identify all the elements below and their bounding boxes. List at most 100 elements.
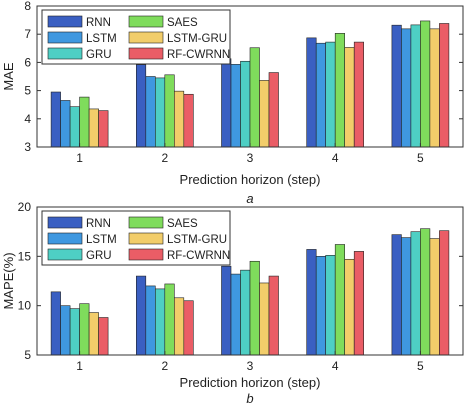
legend-swatch-rf-cwrnn <box>128 47 164 60</box>
y-tick-label: 20 <box>18 200 32 214</box>
x-tick-label: 3 <box>247 151 254 165</box>
legend-swatch-rf-cwrnn <box>128 248 164 261</box>
x-axis-label: Prediction horizon (step) <box>180 172 321 187</box>
bar-gru-step-1 <box>69 106 80 148</box>
bar-lstm-step-1 <box>60 100 71 148</box>
bar-rf-cwrnn-step-3 <box>268 275 279 356</box>
bar-rnn-step-5 <box>391 234 402 356</box>
bar-rf-cwrnn-step-1 <box>98 317 109 356</box>
bar-rnn-step-4 <box>306 249 317 356</box>
bar-lstm-gru-step-1 <box>88 108 99 148</box>
bar-lstm-step-2 <box>145 285 156 356</box>
legend-label-lstm: LSTM <box>86 234 117 246</box>
legend: RNN SAES LSTM LSTM-GRU GRU RF-CWRNN <box>41 9 231 65</box>
legend-label-rnn: RNN <box>86 218 111 230</box>
bar-rf-cwrnn-step-1 <box>98 110 109 148</box>
bar-gru-step-1 <box>69 308 80 356</box>
bar-rf-cwrnn-step-2 <box>183 300 194 356</box>
y-tick-label: 7 <box>24 27 31 41</box>
bar-saes-step-3 <box>249 47 260 148</box>
bar-lstm-gru-step-4 <box>344 47 355 148</box>
bar-gru-step-5 <box>410 231 421 356</box>
bar-gru-step-3 <box>240 269 251 356</box>
bar-lstm-step-2 <box>145 76 156 148</box>
bar-lstm-gru-step-5 <box>429 28 440 148</box>
legend-swatch-saes <box>128 216 164 229</box>
bar-gru-step-5 <box>410 24 421 148</box>
x-tick-label: 2 <box>161 151 168 165</box>
bar-lstm-gru-step-4 <box>344 258 355 356</box>
legend-swatch-rnn <box>47 216 83 229</box>
y-axis-label: MAPE(%) <box>1 252 16 309</box>
legend-label-lstm-gru: LSTM-GRU <box>167 33 227 45</box>
x-tick-label: 4 <box>332 359 339 373</box>
legend-label-saes: SAES <box>167 17 198 29</box>
bar-lstm-gru-step-3 <box>259 282 270 356</box>
y-tick-label: 8 <box>24 0 31 13</box>
bar-rf-cwrnn-step-3 <box>268 72 279 148</box>
x-tick-label: 1 <box>76 151 83 165</box>
bar-saes-step-5 <box>420 228 431 356</box>
y-axis-label: MAE <box>1 62 16 91</box>
legend-label-saes: SAES <box>167 218 198 230</box>
x-tick-label: 5 <box>417 359 424 373</box>
bar-rf-cwrnn-step-4 <box>353 251 365 356</box>
bar-saes-step-2 <box>164 283 175 356</box>
legend-label-gru: GRU <box>86 49 112 61</box>
bar-gru-step-4 <box>325 255 336 356</box>
x-tick-label: 2 <box>161 359 168 373</box>
legend-label-lstm-gru: LSTM-GRU <box>167 234 227 246</box>
bar-gru-step-3 <box>240 60 251 148</box>
y-tick-label: 5 <box>24 84 31 98</box>
x-tick-label: 1 <box>76 359 83 373</box>
bar-lstm-gru-step-1 <box>88 312 99 356</box>
bar-rnn-step-4 <box>306 37 317 148</box>
bar-rnn-step-5 <box>391 24 402 148</box>
bar-rnn-step-1 <box>50 291 61 356</box>
legend-label-gru: GRU <box>86 250 112 262</box>
x-tick-label: 4 <box>332 151 339 165</box>
legend-swatch-gru <box>47 47 83 60</box>
legend-swatch-lstm-gru <box>128 232 164 245</box>
y-tick-label: 10 <box>18 299 32 313</box>
legend-swatch-lstm <box>47 31 83 44</box>
legend-swatch-gru <box>47 248 83 261</box>
bar-saes-step-2 <box>164 74 175 148</box>
bar-lstm-gru-step-2 <box>174 297 185 356</box>
legend-swatch-lstm-gru <box>128 31 164 44</box>
panel-label: a <box>246 191 253 206</box>
bar-rnn-step-3 <box>221 265 232 356</box>
legend: RNN SAES LSTM LSTM-GRU GRU RF-CWRNN <box>41 210 231 266</box>
bar-rnn-step-2 <box>136 64 147 148</box>
bar-lstm-step-4 <box>315 42 327 148</box>
legend-swatch-rnn <box>47 15 83 28</box>
y-tick-label: 15 <box>18 249 32 263</box>
bar-saes-step-1 <box>79 303 90 356</box>
bar-saes-step-1 <box>79 96 90 148</box>
chart-panel-a: 3 4 5 6 7 8 1 2 3 4 5 Prediction horizon (step) MAE a… <box>1 0 464 206</box>
bar-lstm-step-3 <box>230 273 241 356</box>
y-tick-label: 3 <box>24 140 31 154</box>
bar-saes-step-5 <box>420 20 431 148</box>
legend-label-rnn: RNN <box>86 17 111 29</box>
legend-label-rf-cwrnn: RF-CWRNN <box>167 49 230 61</box>
bar-lstm-step-5 <box>401 237 412 356</box>
x-tick-label: 3 <box>247 359 254 373</box>
bar-lstm-step-4 <box>315 256 327 356</box>
bar-rf-cwrnn-step-5 <box>439 230 450 356</box>
y-tick-label: 4 <box>24 112 31 126</box>
legend-swatch-lstm <box>47 232 83 245</box>
bar-lstm-gru-step-3 <box>259 80 270 148</box>
bar-gru-step-2 <box>155 288 166 356</box>
y-tick-label: 5 <box>24 348 31 362</box>
legend-label-lstm: LSTM <box>86 33 117 45</box>
bar-rf-cwrnn-step-5 <box>439 23 450 148</box>
bar-lstm-gru-step-5 <box>429 238 440 356</box>
bar-lstm-gru-step-2 <box>174 90 185 148</box>
bar-rnn-step-3 <box>221 58 232 148</box>
bar-saes-step-4 <box>334 33 346 148</box>
bar-lstm-step-3 <box>230 64 241 148</box>
bar-rf-cwrnn-step-2 <box>183 93 194 148</box>
bar-rf-cwrnn-step-4 <box>353 41 365 148</box>
